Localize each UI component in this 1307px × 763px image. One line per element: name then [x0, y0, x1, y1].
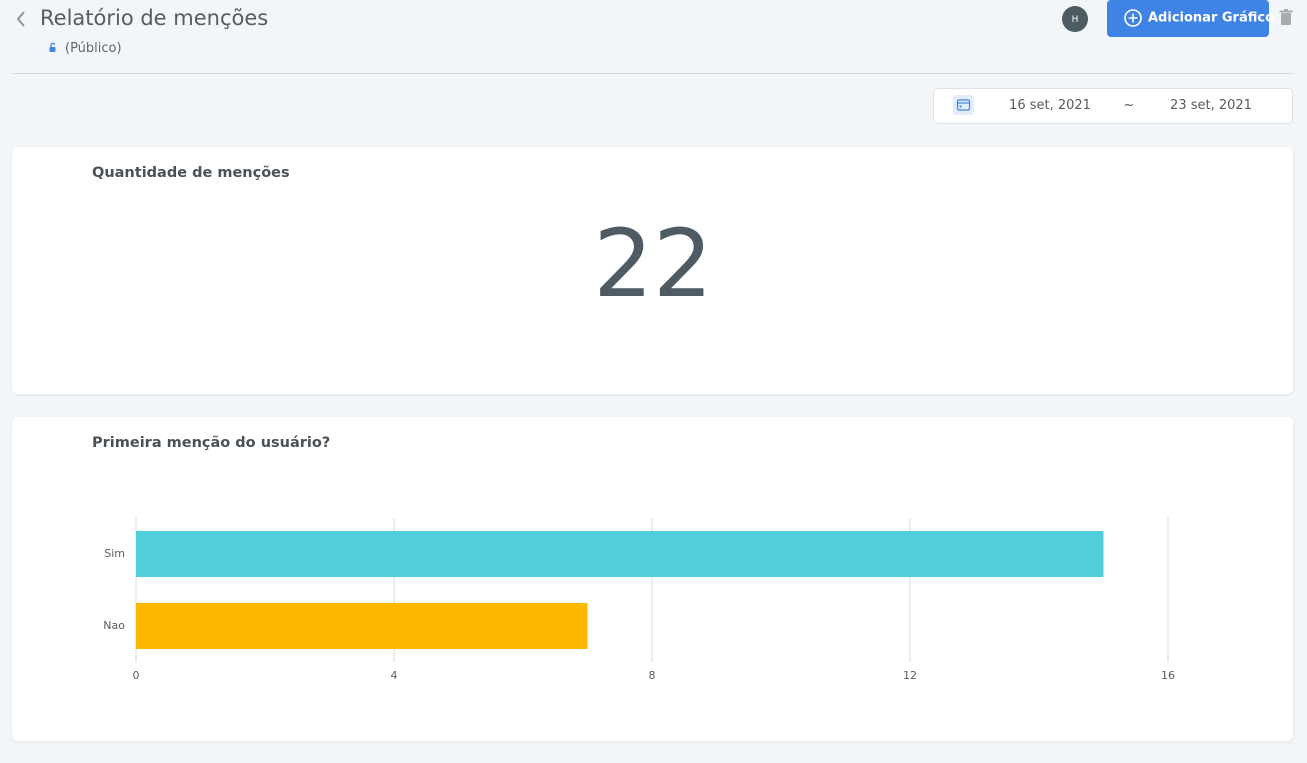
date-range-picker[interactable]	[933, 88, 1293, 124]
add-chart-button[interactable]: Adicionar Gráfico	[1107, 0, 1274, 37]
date-separator: ~	[1124, 98, 1135, 113]
avatar-initial: H	[1072, 15, 1079, 25]
back-button[interactable]	[16, 11, 25, 27]
metric-title: Quantidade de menções	[92, 165, 290, 181]
metric-value: 22	[593, 210, 713, 319]
date-start: 16 set, 2021	[1009, 98, 1091, 113]
x-tick-label: 4	[391, 669, 398, 682]
y-tick-label: Nao	[103, 619, 125, 632]
visibility: (Público)	[65, 41, 122, 56]
avatar[interactable]	[1062, 6, 1088, 32]
x-tick-label: 12	[903, 669, 917, 682]
page-title: Relatório de menções	[40, 6, 268, 30]
y-tick-label: Sim	[104, 547, 125, 560]
date-end: 23 set, 2021	[1170, 98, 1252, 113]
metric-card	[12, 147, 1293, 394]
x-tick-label: 8	[649, 669, 656, 682]
x-tick-label: 16	[1161, 669, 1175, 682]
chart-title: Primeira menção do usuário?	[92, 435, 330, 451]
plot: 0 4 8 12 16 Sim Nao	[103, 518, 1175, 682]
bar	[136, 603, 588, 649]
lock-icon	[49, 42, 56, 52]
x-tick-label: 0	[133, 669, 140, 682]
bar	[136, 531, 1104, 577]
delete-button[interactable]	[1279, 9, 1293, 25]
add-chart-label[interactable]: Adicionar Gráfico	[1148, 11, 1274, 26]
